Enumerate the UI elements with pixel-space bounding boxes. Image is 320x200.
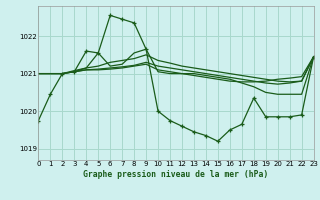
X-axis label: Graphe pression niveau de la mer (hPa): Graphe pression niveau de la mer (hPa) — [84, 170, 268, 179]
